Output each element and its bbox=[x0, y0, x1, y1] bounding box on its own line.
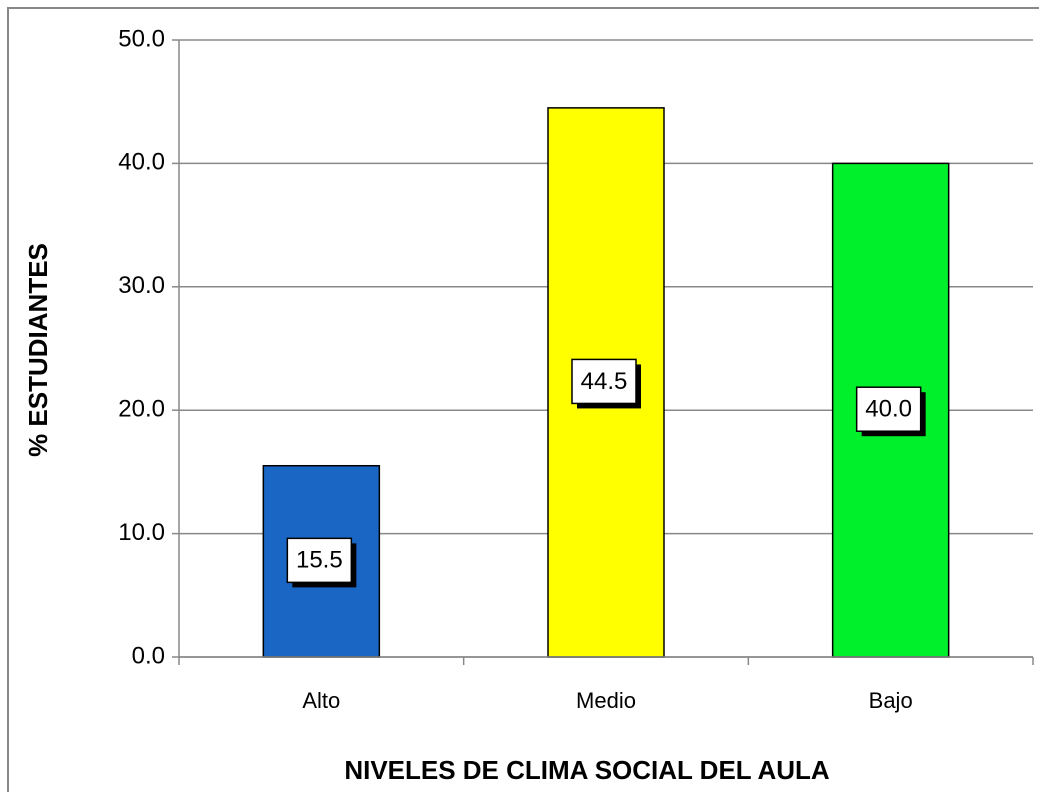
x-tick-label: Medio bbox=[576, 688, 636, 713]
data-label-box bbox=[855, 386, 922, 432]
data-label-box bbox=[571, 358, 637, 405]
data-label: 40.0 bbox=[865, 396, 912, 423]
x-tick-label: Alto bbox=[302, 688, 340, 713]
x-tick-label: Bajo bbox=[869, 688, 913, 713]
data-label: 44.5 bbox=[581, 368, 628, 395]
y-tick-label: 40.0 bbox=[118, 149, 165, 176]
data-label-box bbox=[286, 537, 353, 584]
y-tick-label: 20.0 bbox=[118, 396, 165, 423]
x-axis-title: NIVELES DE CLIMA SOCIAL DEL AULA bbox=[344, 755, 830, 785]
y-tick-label: 0.0 bbox=[132, 642, 165, 669]
y-tick-label: 30.0 bbox=[118, 272, 165, 299]
data-label: 15.5 bbox=[296, 547, 343, 574]
y-tick-label: 50.0 bbox=[118, 25, 165, 52]
y-tick-label: 10.0 bbox=[118, 519, 165, 546]
y-axis-title: % ESTUDIANTES bbox=[23, 243, 53, 457]
